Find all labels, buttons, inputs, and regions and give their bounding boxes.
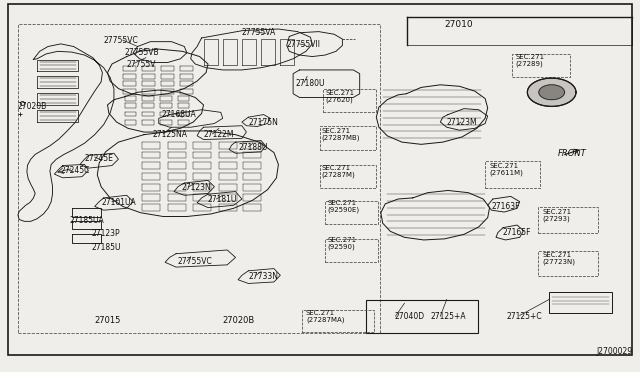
Bar [325,201,378,224]
Bar [302,310,374,332]
Bar [366,300,478,333]
Bar [320,126,376,150]
Text: 27125NA: 27125NA [152,130,188,139]
Bar [323,89,376,112]
Text: 27755VC: 27755VC [178,257,212,266]
Text: SEC.271
(92590E): SEC.271 (92590E) [328,200,360,213]
Text: 27755VII: 27755VII [287,40,321,49]
Text: 27015: 27015 [95,316,121,325]
Text: 27755VB: 27755VB [125,48,159,57]
Text: 27245E: 27245E [84,154,113,163]
Bar [538,251,598,276]
Text: SEC.271
(27611M): SEC.271 (27611M) [490,163,524,176]
Text: 27125+A: 27125+A [431,312,467,321]
Text: 27125+C: 27125+C [507,312,543,321]
Text: 27165F: 27165F [502,228,531,237]
Text: 27040D: 27040D [395,312,425,321]
Text: SEC.271
(27293): SEC.271 (27293) [543,209,572,222]
Text: SEC.271
(27287M): SEC.271 (27287M) [321,166,355,178]
Text: 27123M: 27123M [447,118,477,127]
Bar [325,239,378,262]
Text: 27123P: 27123P [92,230,120,238]
Text: 27010: 27010 [445,20,474,29]
Text: 27020B: 27020B [18,102,47,110]
Text: 27020B: 27020B [222,316,254,325]
Text: SEC.271
(27620): SEC.271 (27620) [325,90,355,103]
Text: 27168UA: 27168UA [161,110,196,119]
Text: 27163F: 27163F [492,202,520,211]
Text: 27185U: 27185U [92,243,121,251]
Text: 27188U: 27188U [239,143,268,152]
Text: SEC.271
(27289): SEC.271 (27289) [515,54,545,67]
Bar [320,165,376,188]
Text: 27755VC: 27755VC [104,36,138,45]
Text: 27175N: 27175N [248,118,278,127]
Text: SEC.271
(92590): SEC.271 (92590) [328,237,357,250]
Circle shape [539,85,564,100]
Text: 27755VA: 27755VA [242,28,276,37]
Text: FRONT: FRONT [558,149,587,158]
Bar [549,292,612,313]
Bar [18,24,380,333]
Text: J2700029: J2700029 [596,347,632,356]
Bar [538,207,598,232]
Text: SEC.271
(27723N): SEC.271 (27723N) [543,252,576,265]
Text: 27122M: 27122M [204,130,234,139]
Text: 27185UA: 27185UA [70,217,104,225]
Text: 27245C: 27245C [60,166,90,175]
Text: 27755V: 27755V [126,60,156,69]
Text: SEC.271
(27287MB): SEC.271 (27287MB) [321,128,360,141]
Bar [512,54,570,77]
Text: 27181U: 27181U [208,195,237,204]
Circle shape [527,78,576,106]
Bar [485,161,540,188]
Text: 27101UA: 27101UA [101,198,136,207]
Text: 27123N: 27123N [181,183,211,192]
Text: 27180U: 27180U [296,79,325,88]
Text: SEC.271
(27287MA): SEC.271 (27287MA) [306,311,344,323]
Text: 27733N: 27733N [248,272,278,280]
